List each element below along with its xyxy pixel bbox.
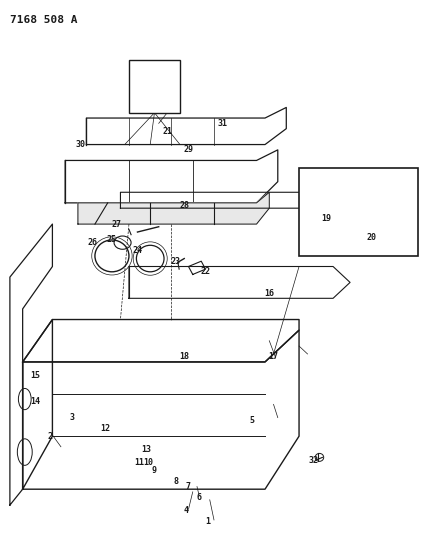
Text: 13: 13 [141, 445, 151, 454]
Bar [299, 168, 418, 256]
Text: 31: 31 [217, 119, 228, 128]
Text: 28: 28 [179, 201, 189, 210]
Text: 12: 12 [101, 424, 110, 433]
Text: 2: 2 [48, 432, 53, 441]
Text: 18: 18 [179, 352, 189, 361]
Text: 24: 24 [132, 246, 143, 255]
Text: 20: 20 [366, 233, 376, 242]
Polygon shape [78, 192, 269, 224]
Text: 7168 508 A: 7168 508 A [10, 15, 77, 25]
Text: 11: 11 [134, 458, 145, 467]
Text: 10: 10 [143, 458, 153, 467]
Text: 25: 25 [107, 236, 117, 245]
Text: 17: 17 [268, 352, 279, 361]
Text: 30: 30 [75, 140, 85, 149]
Text: 16: 16 [264, 288, 274, 297]
Text: 23: 23 [171, 257, 181, 265]
Text: 15: 15 [30, 370, 40, 379]
Text: 6: 6 [196, 492, 202, 502]
Text: 26: 26 [88, 238, 98, 247]
Text: 1: 1 [205, 516, 210, 526]
Text: 7: 7 [186, 482, 191, 491]
Text: 27: 27 [111, 220, 121, 229]
Text: 14: 14 [30, 397, 40, 406]
Text: 4: 4 [184, 506, 189, 515]
Text: 19: 19 [322, 214, 332, 223]
Text: 8: 8 [173, 477, 178, 486]
Text: 32: 32 [309, 456, 319, 465]
Text: 9: 9 [152, 466, 157, 475]
Text: 22: 22 [200, 268, 211, 276]
Text: 29: 29 [184, 146, 193, 155]
Text: 5: 5 [250, 416, 255, 425]
Text: 3: 3 [69, 413, 74, 422]
Bar [129, 60, 180, 113]
Text: 21: 21 [162, 127, 172, 136]
Text: ⬜: ⬜ [151, 81, 158, 91]
